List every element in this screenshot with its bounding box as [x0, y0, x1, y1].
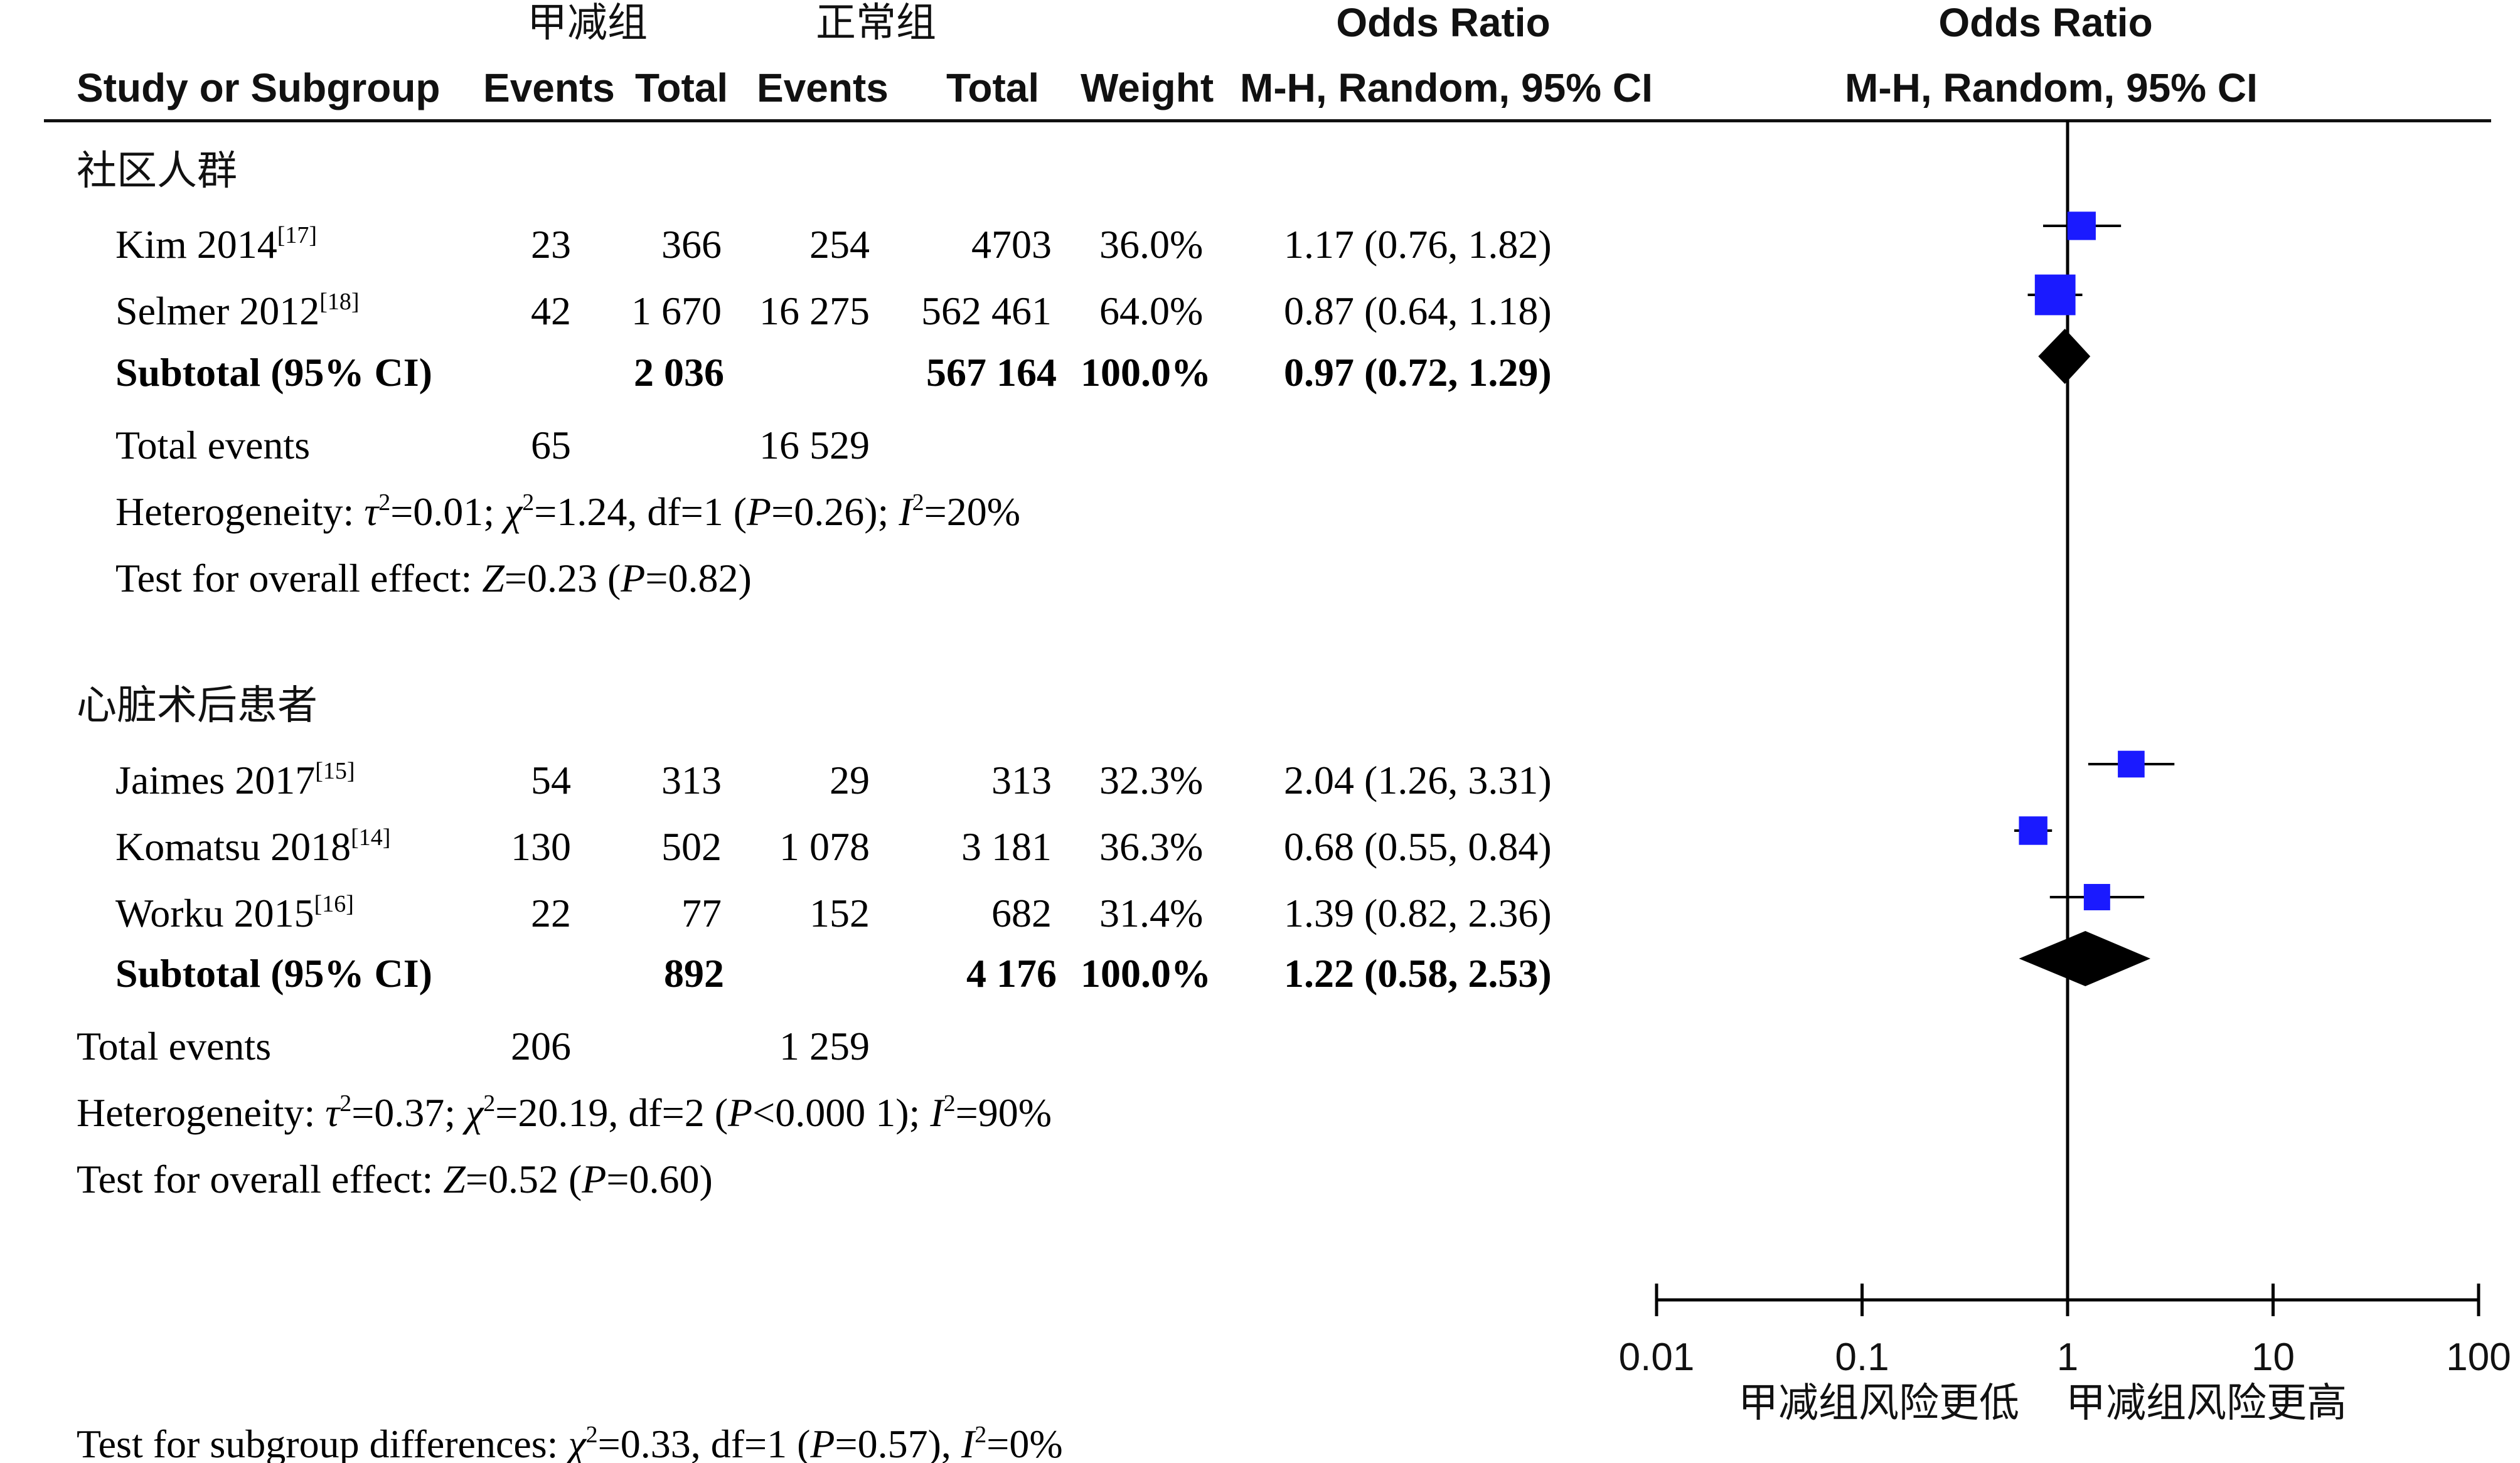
subtotal-ci: 0.97 (0.72, 1.29)	[1284, 350, 1552, 395]
subgroup-differences-text: Test for subgroup differences: χ2=0.33, …	[77, 1422, 1063, 1463]
overall-effect-text: Test for overall effect: Z=0.23 (P=0.82)	[115, 556, 752, 600]
x-tick-label: 1	[2057, 1336, 2078, 1379]
weight-cell: 36.3%	[1099, 824, 1204, 869]
favours-left-label: 甲减组风险更低	[1738, 1380, 2019, 1425]
group-a-header: 甲减组	[527, 0, 648, 45]
study-name: Worku 2015[16]	[115, 891, 354, 935]
overall-effect-text: Test for overall effect: Z=0.52 (P=0.60)	[77, 1157, 713, 1201]
subtotal-total-b: 4 176	[966, 951, 1057, 996]
events-a-cell: 42	[531, 289, 571, 333]
subtotal-ci: 1.22 (0.58, 2.53)	[1284, 951, 1552, 996]
col-ci-left-header: M-H, Random, 95% CI	[1240, 65, 1653, 110]
events-b-cell: 29	[830, 758, 870, 802]
study-ref: [16]	[314, 891, 354, 917]
study-square-marker	[2034, 274, 2076, 316]
total-a-cell: 366	[661, 222, 722, 267]
study-name: Jaimes 2017[15]	[115, 758, 355, 802]
total-a-cell: 313	[661, 758, 722, 802]
study-ref: [17]	[277, 222, 318, 248]
col-weight-header: Weight	[1081, 65, 1214, 110]
subtotal-diamond-marker	[2038, 329, 2091, 384]
events-b-cell: 254	[809, 222, 870, 267]
ci-cell: 2.04 (1.26, 3.31)	[1284, 758, 1552, 802]
weight-cell: 36.0%	[1099, 222, 1204, 267]
total-events-label: Total events	[77, 1024, 272, 1068]
odds-ratio-right-header: Odds Ratio	[1938, 0, 2153, 45]
total-events-b: 1 259	[779, 1024, 870, 1068]
col-total-a-header: Total	[635, 65, 729, 110]
total-events-a: 206	[511, 1024, 571, 1068]
events-a-cell: 54	[531, 758, 571, 802]
events-a-cell: 130	[511, 824, 571, 869]
ci-cell: 1.17 (0.76, 1.82)	[1284, 222, 1552, 267]
x-tick-label: 100	[2446, 1336, 2511, 1379]
total-events-a: 65	[531, 423, 571, 467]
col-study-header: Study or Subgroup	[77, 65, 440, 110]
study-name: Komatsu 2018[14]	[115, 824, 391, 869]
x-tick-label: 0.01	[1619, 1336, 1695, 1379]
weight-cell: 31.4%	[1099, 891, 1204, 935]
weight-cell: 64.0%	[1099, 289, 1204, 333]
total-a-cell: 1 670	[631, 289, 722, 333]
study-square-marker	[2118, 750, 2145, 778]
study-name: Selmer 2012[18]	[115, 289, 360, 333]
total-b-cell: 682	[991, 891, 1052, 935]
x-tick-label: 0.1	[1835, 1336, 1889, 1379]
study-label: Worku 2015	[115, 891, 314, 935]
col-events-b-header: Events	[757, 65, 889, 110]
subtotal-label: Subtotal (95% CI)	[115, 951, 432, 996]
favours-right-label: 甲减组风险更高	[2066, 1380, 2347, 1425]
total-b-cell: 313	[991, 758, 1052, 802]
study-label: Kim 2014	[115, 222, 277, 267]
events-a-cell: 23	[531, 222, 571, 267]
study-ref: [18]	[319, 289, 360, 315]
total-b-cell: 4703	[971, 222, 1052, 267]
study-ref: [15]	[315, 758, 355, 784]
col-total-b-header: Total	[946, 65, 1040, 110]
total-events-b: 16 529	[759, 423, 870, 467]
study-name: Kim 2014[17]	[115, 222, 318, 267]
subtotal-total-b: 567 164	[926, 350, 1057, 395]
ci-cell: 0.68 (0.55, 0.84)	[1284, 824, 1552, 869]
ci-cell: 0.87 (0.64, 1.18)	[1284, 289, 1552, 333]
events-a-cell: 22	[531, 891, 571, 935]
events-b-cell: 152	[809, 891, 870, 935]
subtotal-weight: 100.0%	[1081, 951, 1211, 996]
total-a-cell: 502	[661, 824, 722, 869]
col-ci-right-header: M-H, Random, 95% CI	[1845, 65, 2258, 110]
group-b-header: 正常组	[816, 0, 936, 45]
study-label: Komatsu 2018	[115, 824, 351, 869]
study-square-marker	[2067, 211, 2096, 240]
subgroup-title: 社区人群	[77, 148, 237, 193]
study-label: Selmer 2012	[115, 289, 320, 333]
header-rule	[44, 119, 2491, 122]
subtotal-label: Subtotal (95% CI)	[115, 350, 432, 395]
events-b-cell: 1 078	[779, 824, 870, 869]
total-b-cell: 3 181	[961, 824, 1052, 869]
events-b-cell: 16 275	[759, 289, 870, 333]
ci-cell: 1.39 (0.82, 2.36)	[1284, 891, 1552, 935]
subtotal-weight: 100.0%	[1081, 350, 1211, 395]
weight-cell: 32.3%	[1099, 758, 1204, 802]
heterogeneity-text: Heterogeneity: τ2=0.37; χ2=20.19, df=2 (…	[77, 1090, 1052, 1135]
total-events-label: Total events	[115, 423, 311, 467]
subtotal-total-a: 892	[664, 951, 724, 996]
odds-ratio-left-header: Odds Ratio	[1336, 0, 1551, 45]
total-b-cell: 562 461	[921, 289, 1052, 333]
subtotal-total-a: 2 036	[634, 350, 724, 395]
study-square-marker	[2083, 884, 2110, 910]
subgroup-title: 心脏术后患者	[77, 683, 318, 728]
study-ref: [14]	[351, 824, 391, 851]
heterogeneity-text: Heterogeneity: τ2=0.01; χ2=1.24, df=1 (P…	[115, 489, 1021, 534]
study-square-marker	[2019, 816, 2048, 845]
total-a-cell: 77	[681, 891, 722, 935]
subtotal-diamond-marker	[2019, 931, 2151, 986]
x-tick-label: 10	[2251, 1336, 2295, 1379]
study-label: Jaimes 2017	[115, 758, 316, 802]
col-events-a-header: Events	[483, 65, 615, 110]
